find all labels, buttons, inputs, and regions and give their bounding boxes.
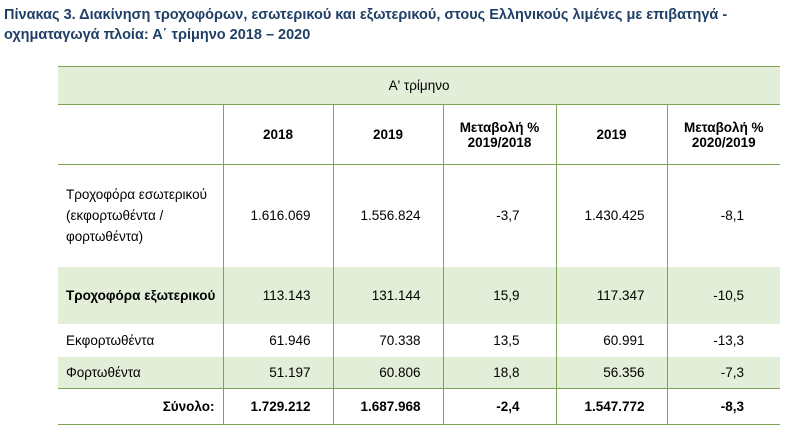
table-cell: -3,7 bbox=[442, 164, 556, 267]
column-header-2019: 2019 bbox=[332, 104, 443, 165]
table-cell: -13,3 bbox=[666, 323, 781, 357]
table-cell: 1.729.212 bbox=[222, 388, 333, 425]
table-caption: Πίνακας 3. Διακίνηση τροχοφόρων, εσωτερι… bbox=[4, 5, 804, 45]
column-header-row: 2018 2019 Μεταβολή % 2019/2018 2019 Μετα… bbox=[58, 104, 781, 165]
table-cell: -8,1 bbox=[666, 164, 781, 267]
column-header-2018: 2018 bbox=[222, 104, 333, 165]
column-header-2019-second: 2019 bbox=[555, 104, 667, 165]
table-cell: 61.946 bbox=[222, 323, 333, 357]
table-cell: 15,9 bbox=[442, 266, 556, 324]
table-row: Εκφορτωθέντα 61.946 70.338 13,5 60.991 -… bbox=[58, 323, 781, 357]
table-cell: -2,4 bbox=[442, 388, 556, 425]
period-header: Α' τρίμηνο bbox=[58, 66, 781, 105]
table-caption-line-1: Πίνακας 3. Διακίνηση τροχοφόρων, εσωτερι… bbox=[4, 7, 728, 23]
table-cell: 131.144 bbox=[332, 266, 443, 324]
table-cell: 70.338 bbox=[332, 323, 443, 357]
table-cell: 113.143 bbox=[222, 266, 333, 324]
table-row: Τροχοφόρα εσωτερικού (εκφορτωθέντα / φορ… bbox=[58, 164, 781, 267]
table-cell: -7,3 bbox=[666, 356, 781, 389]
table-cell: 60.806 bbox=[332, 356, 443, 389]
table-cell: 18,8 bbox=[442, 356, 556, 389]
table-cell: 1.556.824 bbox=[332, 164, 443, 267]
table-cell: 1.547.772 bbox=[555, 388, 667, 425]
vehicle-traffic-table: Α' τρίμηνο 2018 2019 Μεταβολή % 2019/201… bbox=[58, 66, 781, 425]
table-cell: 1.687.968 bbox=[332, 388, 443, 425]
table-cell: 117.347 bbox=[555, 266, 667, 324]
row-label: Σύνολο: bbox=[162, 399, 215, 414]
table-cell: 1.430.425 bbox=[555, 164, 667, 267]
table-cell: 60.991 bbox=[555, 323, 667, 357]
table-row: Φορτωθέντα 51.197 60.806 18,8 56.356 -7,… bbox=[58, 356, 781, 389]
total-row: Σύνολο: 1.729.212 1.687.968 -2,4 1.547.7… bbox=[58, 388, 781, 425]
period-header-row: Α' τρίμηνο bbox=[58, 66, 781, 105]
row-label: Τροχοφόρα εξωτερικού bbox=[58, 266, 223, 324]
table-row: Τροχοφόρα εξωτερικού 113.143 131.144 15,… bbox=[58, 266, 781, 324]
row-label: Εκφορτωθέντα bbox=[66, 332, 155, 348]
table-cell: 1.616.069 bbox=[222, 164, 333, 267]
row-label: Φορτωθέντα bbox=[58, 356, 223, 389]
table-cell: -10,5 bbox=[666, 266, 781, 324]
row-label: Τροχοφόρα εσωτερικού (εκφορτωθέντα / φορ… bbox=[66, 187, 208, 245]
column-header-change-2019-2018: Μεταβολή % 2019/2018 bbox=[442, 104, 556, 165]
column-header-change-2020-2019: Μεταβολή % 2020/2019 bbox=[666, 104, 781, 165]
column-header-label bbox=[58, 105, 223, 165]
table-cell: 51.197 bbox=[222, 356, 333, 389]
table-caption-line-2: οχηματαγωγά πλοία: Α΄ τρίμηνο 2018 – 202… bbox=[4, 27, 311, 43]
table-cell: -8,3 bbox=[666, 388, 781, 425]
table-cell: 13,5 bbox=[442, 323, 556, 357]
table-cell: 56.356 bbox=[555, 356, 667, 389]
